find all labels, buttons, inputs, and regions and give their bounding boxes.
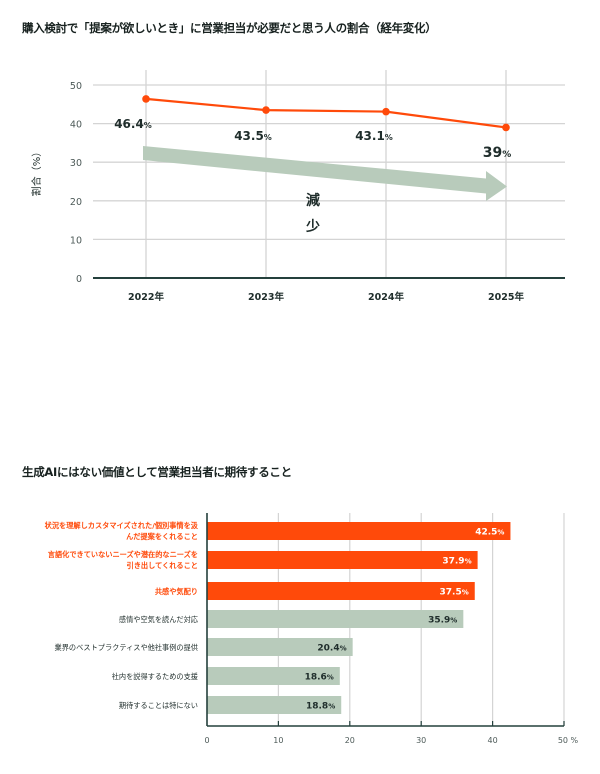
bar [207, 582, 475, 600]
y-tick-label: 0 [76, 274, 82, 285]
category-label: んだ提案をくれること [126, 532, 198, 541]
category-label: 感情や空気を読んだ対応 [119, 615, 198, 624]
data-point [142, 95, 150, 103]
x-tick-label: 2022年 [128, 291, 164, 303]
x-tick-label: 2025年 [488, 291, 524, 303]
category-label: 業界のベストプラクティスや他社事例の提供 [55, 643, 198, 652]
bar-value-label: 42.5% [475, 528, 504, 538]
data-point [262, 106, 270, 114]
bar [207, 522, 511, 540]
annotation-char: 減 [306, 192, 320, 209]
x-tick-label: 2023年 [248, 291, 284, 303]
x-tick-label: 50 % [558, 736, 579, 745]
line-chart-title: 購入検討で「提案が欲しいとき」に営業担当が必要だと思う人の割合（経年変化） [22, 21, 437, 35]
series-line [145, 97, 507, 129]
bar [207, 610, 464, 628]
bar [207, 667, 340, 685]
data-point [382, 107, 390, 116]
x-tick-label: 40 [488, 736, 498, 745]
bar-value-label: 20.4% [317, 644, 346, 654]
bar [207, 638, 353, 656]
x-tick-label: 30 [416, 736, 426, 745]
category-label: 引き出してくれること [127, 561, 198, 570]
category-label: 共感や気配り [155, 587, 198, 596]
bar-value-label: 37.9% [442, 557, 471, 567]
bar [207, 696, 342, 714]
x-tick-label: 10 [273, 736, 283, 745]
y-tick-label: 10 [70, 235, 82, 246]
data-label: 39% [483, 145, 512, 161]
data-label: 43.1% [355, 129, 393, 143]
data-point [502, 123, 510, 132]
category-label: 社内を説得するための支援 [112, 672, 198, 681]
y-tick-label: 20 [70, 197, 82, 208]
x-tick-label: 20 [345, 736, 355, 745]
y-tick-label: 40 [70, 120, 82, 131]
y-tick-label: 50 [70, 81, 82, 92]
y-axis-label: 割合（%） [30, 147, 43, 197]
line-chart: 0 10 20 30 40 50 割合（%） 2022年 2023年 2024年 2025年 減少 46… [30, 70, 565, 303]
trend-arrow [143, 146, 507, 201]
bar-value-label: 18.6% [305, 673, 334, 683]
data-label: 43.5% [234, 129, 272, 143]
bar-value-label: 37.5% [440, 588, 469, 598]
bar [207, 551, 478, 569]
y-tick-label: 30 [70, 158, 82, 169]
category-label: 状況を理解しカスタマイズされた/個別事情を汲 [45, 521, 199, 530]
category-label: 期待することは特にない [119, 701, 198, 710]
category-label: 言語化できていないニーズや潜在的なニーズを [48, 550, 198, 559]
annotation-char: 少 [305, 218, 320, 235]
bar-value-label: 18.8% [306, 702, 335, 712]
data-label: 46.4% [114, 117, 152, 131]
x-tick-label: 0 [204, 736, 209, 745]
x-tick-label: 2024年 [368, 291, 404, 303]
bar-chart-title: 生成AIにはない価値として営業担当者に期待すること [22, 465, 292, 479]
bar-value-label: 35.9% [428, 616, 457, 626]
